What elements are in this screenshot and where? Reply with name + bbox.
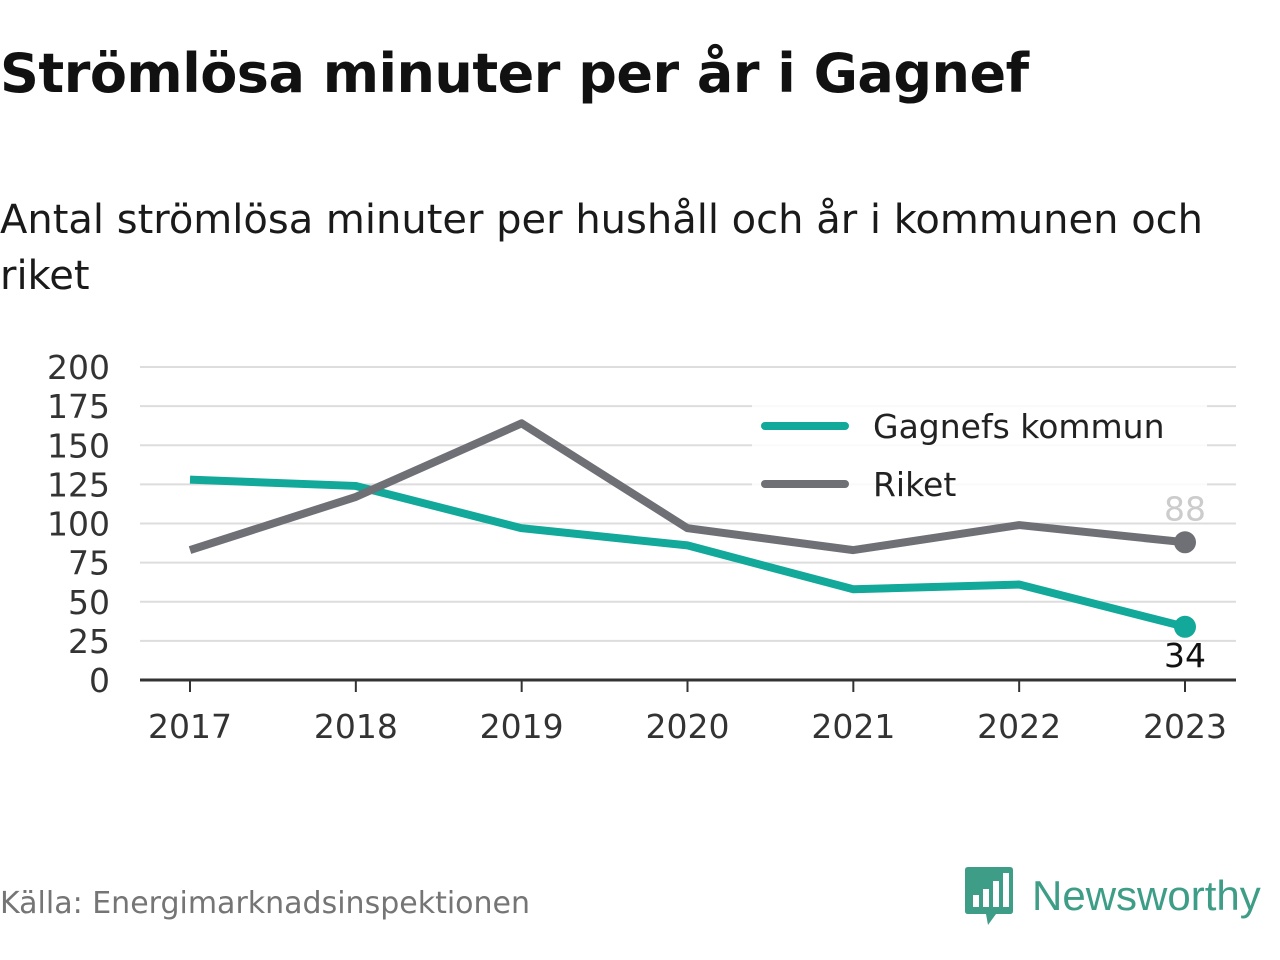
end-labels: 34 88 — [1164, 489, 1206, 675]
x-tick-label: 2019 — [480, 707, 564, 746]
end-label-gagnef: 34 — [1164, 636, 1206, 675]
series-line-gagnef — [189, 475, 1186, 631]
legend-label-gagnef: Gagnefs kommun — [873, 407, 1165, 446]
legend-label-riket: Riket — [873, 465, 956, 504]
chart-subtitle: Antal strömlösa minuter per hushåll och … — [0, 197, 1204, 299]
y-tick-label: 150 — [47, 426, 110, 465]
legend: Gagnefs kommun Riket — [752, 400, 1207, 506]
x-tick-label: 2022 — [977, 707, 1061, 746]
x-tick-label: 2023 — [1143, 707, 1227, 746]
y-tick-label: 50 — [68, 583, 110, 622]
series-line-riket — [188, 419, 1186, 555]
brand-name: Newsworthy — [1032, 872, 1261, 919]
newsworthy-logo-icon — [965, 867, 1013, 925]
y-tick-label: 100 — [47, 505, 110, 544]
series-lines — [188, 419, 1196, 638]
chart-title: Strömlösa minuter per år i Gagnef — [0, 42, 1029, 105]
x-tick-label: 2017 — [148, 707, 232, 746]
source-note: Källa: Energimarknadsinspektionen — [0, 886, 531, 921]
y-tick-label: 75 — [68, 544, 110, 583]
y-tick-label: 125 — [47, 465, 110, 504]
end-point-gagnef — [1174, 615, 1196, 638]
end-point-riket — [1174, 531, 1196, 554]
x-tick-label: 2020 — [646, 707, 730, 746]
legend-background — [752, 400, 1207, 506]
y-tick-label: 0 — [89, 661, 110, 700]
brand-logo: Newsworthy — [964, 864, 1261, 928]
x-tick-label: 2021 — [811, 707, 895, 746]
x-tick-label: 2018 — [314, 707, 398, 746]
y-tick-label: 200 — [47, 348, 110, 387]
y-tick-label: 175 — [47, 387, 110, 426]
end-label-riket: 88 — [1164, 489, 1206, 528]
y-tick-label: 25 — [68, 622, 110, 661]
x-axis: 2017 2018 2019 2020 2021 2022 2023 — [140, 678, 1236, 746]
